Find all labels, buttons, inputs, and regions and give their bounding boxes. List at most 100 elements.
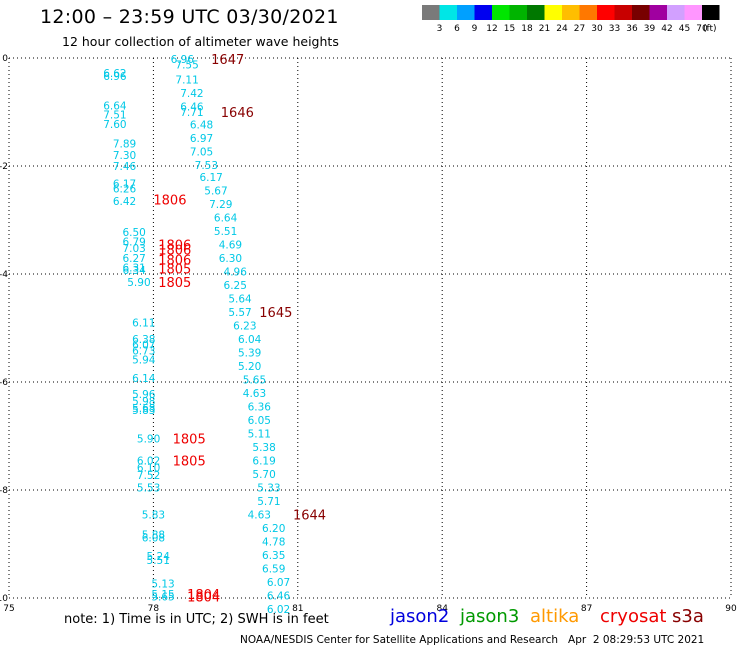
color-bin-label: 70 [696,24,708,34]
wave-height-point: 5.83 [132,405,155,417]
wave-height-point: 6.38 [132,334,155,346]
wave-height-point: 7.46 [113,161,137,173]
wave-height-point: 5.68 [132,403,155,415]
wave-height-point: 7.05 [190,146,213,158]
x-tick-label: 78 [148,604,160,614]
wave-height-point: 5.15 [151,589,174,601]
color-bin-label: 42 [661,24,672,34]
wave-height-point: 6.26 [113,184,137,196]
color-bin [544,5,562,20]
wave-height-point: 5.51 [147,555,170,567]
time-label: 1646 [221,106,254,121]
wave-height-point: 5.98 [132,396,155,408]
wave-height-point: 6.35 [262,550,285,562]
time-label: 1805 [173,454,206,469]
color-bin-label: 6 [454,24,460,34]
color-bin-label: 27 [574,24,585,34]
satellite-label-jason3: jason3 [460,606,520,627]
wave-height-point: 6.73 [132,346,155,358]
wave-height-point: 6.17 [113,178,136,190]
time-label: 1804 [187,590,220,605]
wave-height-values: 6.626.966.647.517.607.897.307.466.176.26… [103,54,290,616]
color-bin-label: 36 [626,24,638,34]
wave-height-point: 6.25 [224,280,247,292]
color-bin [597,5,615,20]
wave-height-point: 5.13 [151,578,174,590]
wave-height-point: 6.23 [233,320,256,332]
wave-height-point: 7.71 [180,107,203,119]
wave-height-point: 5.11 [248,428,271,440]
color-bin [702,5,720,20]
time-label: 1806 [158,238,191,253]
wave-height-point: 6.07 [132,340,155,352]
color-bin-label: 15 [504,24,515,34]
wave-height-point: 6.17 [199,172,222,184]
x-tick-label: 87 [581,604,592,614]
wave-height-point: 6.05 [248,415,271,427]
wave-height-point: 5.53 [137,482,160,494]
wave-height-point: 6.02 [137,455,160,467]
satellite-label-cryosat: cryosat [600,606,667,627]
footnote: note: 1) Time is in UTC; 2) SWH is in fe… [64,612,329,627]
time-label: 1644 [293,508,326,523]
wave-height-point: 5.70 [252,469,275,481]
time-labels: 1647164618061806180618061805180516451805… [153,53,326,605]
wave-height-point: 7.29 [209,199,232,211]
wave-height-point: 5.65 [151,591,174,603]
wave-height-point: 4.78 [262,536,285,548]
wave-height-point: 6.79 [122,237,145,249]
wave-height-point: 5.38 [252,442,275,454]
wave-height-point: 5.24 [147,551,171,563]
wave-height-point: 7.89 [113,138,136,150]
wave-height-point: 5.96 [132,389,156,401]
wave-height-point: 5.94 [132,354,156,366]
color-bin [509,5,527,20]
color-bin-label: 33 [609,24,620,34]
color-bin-label: 39 [644,24,656,34]
y-tick-label: -10 [0,594,8,604]
wave-height-point: 6.96 [103,71,127,83]
color-bin-label: 9 [472,24,478,34]
wave-height-point: 6.20 [262,523,285,535]
wave-height-point: 6.50 [122,227,145,239]
chart-title: 12:00 – 23:59 UTC 03/30/2021 [40,6,339,28]
color-bin [527,5,545,20]
color-bin [474,5,492,20]
time-label: 1805 [173,433,206,448]
color-bin-label: 12 [486,24,497,34]
time-label: 1806 [158,253,191,268]
time-label: 1806 [153,193,186,208]
wave-height-point: 5.71 [257,496,280,508]
wave-height-point: 6.27 [122,253,145,265]
y-tick-label: -8 [0,486,8,496]
wave-height-point: 5.90 [137,434,160,446]
grid-lines [8,57,732,599]
x-tick-label: 84 [436,604,448,614]
color-bin [422,5,440,20]
wave-height-point: 6.42 [113,196,136,208]
time-label: 1647 [211,53,244,68]
color-bin-label: 18 [521,24,533,34]
y-tick-label: -6 [0,378,8,388]
wave-height-point: 5.83 [142,509,165,521]
time-label: 1804 [187,588,220,603]
color-bin [632,5,650,20]
satellite-label-jason2: jason2 [390,606,450,627]
wave-height-point: 6.19 [252,455,275,467]
wave-height-point: 4.63 [248,509,271,521]
x-tick-label: 90 [725,604,737,614]
y-tick-label: -2 [0,162,8,172]
wave-height-point: 6.96 [171,54,195,66]
wave-height-point: 6.97 [190,133,213,145]
credit-line: NOAA/NESDIS Center for Satellite Applica… [240,634,705,646]
wave-height-point: 5.88 [142,529,165,541]
wave-height-point: 5.64 [228,293,252,305]
wave-height-point: 5.65 [243,374,266,386]
wave-height-point: 4.63 [243,388,266,400]
wave-height-point: 6.14 [132,373,156,385]
wave-height-point: 6.34 [122,265,146,277]
color-bin [579,5,597,20]
wave-height-point: 6.46 [267,590,291,602]
wave-height-point: 7.53 [195,160,218,172]
